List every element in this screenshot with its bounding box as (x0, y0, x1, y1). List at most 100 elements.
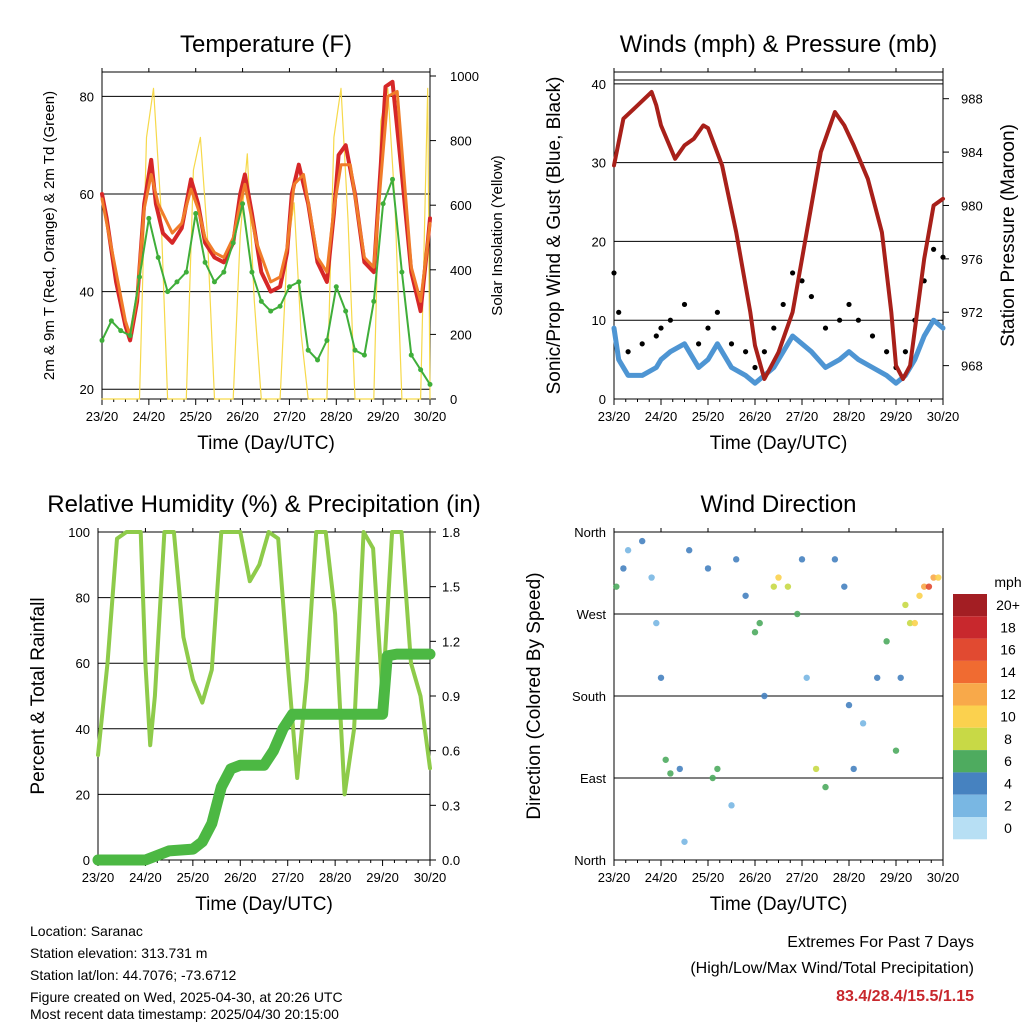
chart1-series-dewpoint-point (258, 298, 264, 304)
chart4-colorbar-label: 4 (1004, 775, 1012, 791)
figure-created: Figure created on Wed, 2025-04-30, at 20… (30, 989, 343, 1005)
chart2-ytick-right-label: 984 (961, 145, 983, 160)
chart2-series-wind (611, 317, 946, 386)
chart2-ytick-right-label: 968 (961, 359, 983, 374)
chart4-direction-point (775, 574, 782, 581)
chart4-direction-point (662, 756, 669, 763)
chart1-series-dewpoint-point (315, 357, 321, 363)
chart3-ytick-label: 40 (76, 722, 90, 737)
chart2-series-pressure (612, 90, 945, 381)
chart1-ytick-right-label: 0 (450, 392, 457, 407)
chart2-ytick-label: 0 (599, 392, 606, 407)
chart4-colorbar-label: 10 (1000, 709, 1016, 725)
chart3-xtick-label: 29/20 (366, 870, 399, 885)
chart1-series-dewpoint-point (240, 201, 246, 207)
chart4-colorbar-label: 20+ (996, 597, 1020, 613)
chart4-direction-point (831, 556, 839, 563)
extremes-title: Extremes For Past 7 Days (787, 934, 974, 951)
chart1-series-dewpoint-point (305, 347, 311, 353)
chart2-title: Winds (mph) & Pressure (mb) (620, 31, 937, 58)
chart4-ytick-label: South (572, 689, 606, 704)
chart4-direction-point (902, 601, 909, 609)
chart1-series-dewpoint-point (286, 284, 292, 290)
chart4-colorbar-swatch (953, 594, 987, 617)
chart3-ytick-right-label: 1.8 (442, 525, 460, 540)
chart1-xtick-label: 30/20 (414, 409, 447, 424)
chart2-series-gust-point (780, 301, 786, 308)
chart1-series-dewpoint-point (296, 279, 302, 285)
chart3-ytick-right-label: 0.6 (442, 744, 460, 759)
chart4-colorbar-swatch (953, 683, 987, 706)
chart3-ytick-label: 80 (76, 591, 90, 606)
chart4-colorbar-swatch (953, 638, 987, 661)
chart4-direction-point (911, 619, 918, 627)
chart3-ytick-label: 60 (76, 656, 90, 671)
chart1-title: Temperature (F) (180, 31, 352, 58)
chart3-ytick-right-label: 0.9 (442, 689, 460, 704)
chart4-direction-point (892, 747, 900, 754)
chart2-series-gust-point (728, 341, 735, 347)
chart2-series-gust-point (705, 325, 711, 331)
chart2-series-gust-point (653, 333, 659, 339)
chart2-series-gust-point (902, 349, 909, 355)
chart1-series-dewpoint-point (99, 337, 105, 343)
chart4-direction-point (639, 537, 646, 545)
chart2-ylabel-right: Station Pressure (Maroon) (998, 124, 1019, 347)
chart4-direction-point (921, 583, 928, 590)
chart2-series-gust-point (761, 349, 768, 355)
chart1-series-dewpoint-point (268, 308, 274, 314)
chart4-direction-point (681, 838, 688, 845)
chart2-series-gust-point (869, 333, 876, 339)
chart4-direction-point (657, 674, 665, 681)
chart2-series-gust-point (855, 317, 862, 323)
chart1-ytick-right-label: 800 (450, 134, 472, 149)
chart4-direction-point (728, 802, 735, 809)
chart1-series-dewpoint-point (136, 274, 142, 280)
chart1-series-9mt (100, 90, 432, 338)
chart2-series-gust-point (940, 254, 946, 260)
chart4-direction-point (925, 583, 933, 590)
chart4-colorbar-swatch (953, 616, 987, 639)
chart1-series-dewpoint-point (230, 240, 236, 246)
chart1-xtick-label: 25/20 (179, 409, 212, 424)
chart4-direction-point (667, 770, 674, 777)
chart4-xtick-label: 28/20 (833, 870, 866, 885)
chart1-series-dewpoint-point (165, 289, 171, 295)
chart1-series-dewpoint-point (408, 352, 414, 358)
chart1-series-dewpoint-point (427, 381, 433, 387)
chart4-direction-point (916, 592, 923, 599)
chart2-series-gust-point (714, 309, 721, 315)
chart2-ytick-right-label: 988 (961, 92, 983, 107)
station-elevation: Station elevation: 313.731 m (30, 945, 208, 961)
chart2-ytick-right-label: 976 (961, 252, 983, 267)
chart3-xtick-label: 26/20 (224, 870, 257, 885)
chart3-ytick-right-label: 1.5 (442, 580, 460, 595)
chart1-series-dewpoint-point (193, 211, 199, 217)
chart3-xlabel: Time (Day/UTC) (195, 894, 333, 915)
chart2-series-gust-point (639, 341, 645, 347)
chart1-series-dewpoint-point (418, 367, 424, 373)
chart4-direction-point (935, 574, 942, 581)
chart2-series-gust-point (752, 364, 758, 371)
chart4-direction-point (850, 765, 857, 773)
extremes-subtitle: (High/Low/Max Wind/Total Precipitation) (690, 960, 974, 977)
chart2-series-gust-point (884, 349, 890, 355)
chart1-ytick-right-label: 200 (450, 327, 472, 342)
chart4-direction-point (751, 629, 759, 636)
chart3-ytick-right-label: 1.2 (442, 634, 460, 649)
chart2-xtick-label: 26/20 (739, 409, 772, 424)
chart2-series-gust-point (667, 317, 674, 323)
extremes-values: 83.4/28.4/15.5/1.15 (836, 988, 974, 1005)
chart4-ylabel: Direction (Colored By Speed) (524, 572, 545, 819)
chart1-xtick-label: 23/20 (86, 409, 119, 424)
chart1-ytick-right-label: 1000 (450, 69, 479, 84)
chart1-series-dewpoint-point (249, 269, 255, 275)
chart2-xtick-label: 25/20 (692, 409, 725, 424)
chart2-series-gust-point (658, 325, 664, 331)
chart4-direction-point (897, 674, 904, 681)
chart2-ytick-right-label: 980 (961, 198, 983, 213)
chart2-xtick-label: 30/20 (927, 409, 960, 424)
chart1-series-dewpoint-point (118, 328, 124, 334)
chart4-ytick-label: North (574, 853, 606, 868)
chart4-colorbar-swatch (953, 727, 987, 751)
